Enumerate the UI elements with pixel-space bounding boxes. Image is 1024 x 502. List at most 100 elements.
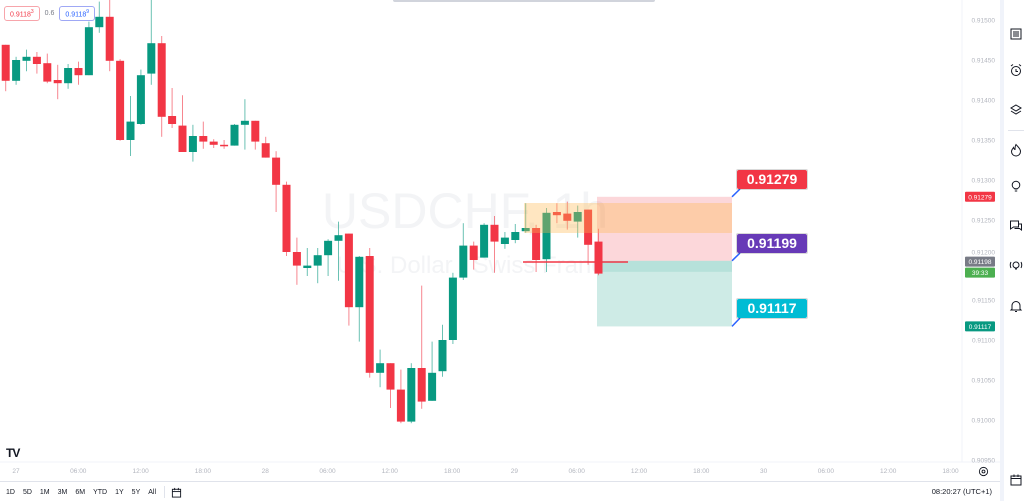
idea-stream-icon[interactable] xyxy=(1009,259,1023,273)
candle-down xyxy=(261,136,270,158)
candle-down xyxy=(282,181,291,256)
buy-price: 0.9118 xyxy=(65,11,87,19)
range-ytd[interactable]: YTD xyxy=(93,488,108,496)
candle-up xyxy=(95,1,104,33)
range-1d[interactable]: 1D xyxy=(6,488,15,496)
price-tag-bg xyxy=(965,256,995,267)
price-tag: 39:33 xyxy=(965,267,995,278)
entry-band xyxy=(597,260,732,272)
candle-down xyxy=(168,88,177,128)
price-tick-label: 0.91400 xyxy=(972,98,996,105)
candle-up xyxy=(521,203,530,233)
stop-loss-zone[interactable] xyxy=(597,196,732,261)
candle-body xyxy=(64,68,73,84)
price-scale[interactable]: 0.91500 0.91450 0.91400 0.91350 0.91300 0.912… xyxy=(972,18,996,465)
calendar-icon[interactable] xyxy=(1009,473,1023,487)
range-5d[interactable]: 5D xyxy=(22,488,32,496)
drawings[interactable] xyxy=(523,188,741,327)
candle-down xyxy=(251,120,260,150)
take-profit-zone[interactable] xyxy=(597,260,732,327)
range-5y[interactable]: 5Y xyxy=(131,488,141,496)
candle-body xyxy=(32,56,41,64)
candle-body xyxy=(407,368,416,422)
candle-body xyxy=(584,209,593,245)
candle-down xyxy=(396,369,405,424)
price-tags: 0.91279 0.91198 39:33 0.91117 xyxy=(965,191,995,332)
range-1y[interactable]: 1Y xyxy=(115,488,124,496)
price-tick-label: 0.91450 xyxy=(972,58,996,65)
range-all[interactable]: All xyxy=(148,488,157,496)
lightbulb-icon[interactable] xyxy=(1009,179,1023,193)
price-tag-bg xyxy=(965,321,995,332)
sell-button[interactable]: 0.91183 xyxy=(4,6,40,22)
candle-body xyxy=(500,237,509,244)
candle-up xyxy=(313,248,322,284)
top-panel-handle[interactable] xyxy=(393,0,655,2)
layers-icon[interactable] xyxy=(1009,103,1023,117)
candle-down xyxy=(417,285,426,409)
candle-body xyxy=(573,212,582,222)
toolbar-divider xyxy=(1008,130,1024,131)
candle-body xyxy=(521,228,530,232)
range-6m[interactable]: 6M xyxy=(75,488,86,496)
highlight-rectangle[interactable] xyxy=(524,203,732,233)
bell-icon[interactable] xyxy=(1009,299,1023,313)
range-1m[interactable]: 1M xyxy=(39,488,50,496)
price-tag-label: 39:33 xyxy=(972,270,989,277)
candle-down xyxy=(116,59,125,141)
goto-date-icon[interactable] xyxy=(171,487,182,498)
candle-body xyxy=(428,372,437,401)
price-tick-label: 0.91150 xyxy=(972,298,995,305)
price-tick-label: 0.91350 xyxy=(972,138,996,145)
alarm-clock-icon[interactable] xyxy=(1009,63,1023,77)
tradingview-logo[interactable]: TV xyxy=(6,446,20,460)
buy-price-pip: 9 xyxy=(86,9,90,15)
price-tick-label: 0.91100 xyxy=(972,338,995,345)
candle-body xyxy=(490,224,499,242)
candle-down xyxy=(563,201,572,230)
fire-icon[interactable] xyxy=(1009,143,1023,157)
candle-body xyxy=(542,212,551,260)
candle-up xyxy=(376,349,385,388)
time-tick-label: 12:00 xyxy=(132,468,149,475)
buy-button[interactable]: 0.91189 xyxy=(59,6,96,22)
candle-down xyxy=(1,44,10,92)
stop-loss-label: 0.91279 xyxy=(746,171,798,187)
candle-body xyxy=(230,124,239,146)
stop-loss-callout[interactable]: 0.91279 xyxy=(736,169,808,190)
take-profit-label: 0.91117 xyxy=(747,300,797,316)
candle-body xyxy=(396,389,405,422)
candle-body xyxy=(178,125,187,152)
time-tick-label: 12:00 xyxy=(631,468,648,475)
candle-up xyxy=(22,49,31,72)
time-scale[interactable]: 27 06:00 12:00 18:00 28 06:00 12:00 18:00 29 06:0… xyxy=(12,468,959,475)
candle-body xyxy=(261,143,270,158)
candle-down xyxy=(365,248,374,378)
candle-down xyxy=(220,140,229,149)
clock-timezone[interactable]: 08:20:27 (UTC+1) xyxy=(931,487,992,496)
settings-gear-icon[interactable] xyxy=(978,466,989,477)
candle-body xyxy=(376,363,385,373)
position-tool[interactable] xyxy=(597,196,732,327)
range-3m[interactable]: 3M xyxy=(57,488,68,496)
candle-down xyxy=(552,203,561,224)
candle-up xyxy=(136,69,145,125)
chat-icon[interactable] xyxy=(1009,219,1023,233)
time-tick-label: 18:00 xyxy=(195,468,212,475)
take-profit-callout[interactable]: 0.91117 xyxy=(736,298,808,319)
time-tick-label: 12:00 xyxy=(382,468,399,475)
candle-up xyxy=(303,248,312,276)
candle-up xyxy=(500,232,509,249)
watchlist-icon[interactable] xyxy=(1009,27,1023,41)
candle-body xyxy=(511,232,520,240)
candle-down xyxy=(43,53,52,84)
candle-up xyxy=(230,124,239,146)
candle-body xyxy=(209,141,218,145)
time-tick-label: 06:00 xyxy=(569,468,586,475)
bottom-toolbar: 1D 5D 1M 3M 6M YTD 1Y 5Y All 08:20:27 (UTC+1) xyxy=(0,481,1000,502)
price-chart[interactable]: USDCHF, 1h U.S. Dollar / Swiss Franc 0.9… xyxy=(0,0,1000,481)
candle-body xyxy=(116,60,125,140)
entry-callout[interactable]: 0.91199 xyxy=(736,233,808,254)
candle-down xyxy=(157,36,166,137)
candle-body xyxy=(53,80,62,84)
